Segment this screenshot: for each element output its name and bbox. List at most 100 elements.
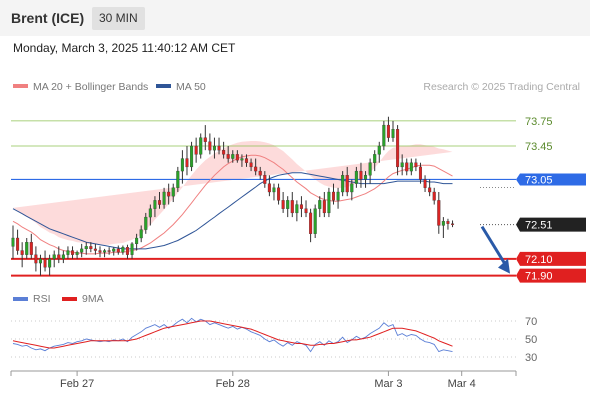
candle-body <box>176 170 180 188</box>
candle-body <box>290 200 294 214</box>
candle-body <box>418 166 423 180</box>
candle-body <box>153 200 157 209</box>
candle-body <box>157 200 162 205</box>
candle-body <box>98 250 102 253</box>
forecast-arrow <box>480 225 510 274</box>
rsi-ma9-line <box>12 320 453 349</box>
candle-body <box>327 191 331 214</box>
bollinger-band-area <box>13 141 453 245</box>
candle-body <box>75 252 79 255</box>
candle-body <box>167 191 171 197</box>
candle-body <box>254 166 258 172</box>
watermark: Research © 2025 Trading Central <box>423 81 580 93</box>
ma20-legend-swatch <box>13 84 28 88</box>
instrument-title: Brent (ICE) <box>11 10 85 26</box>
chart-header: Brent (ICE) 30 MIN <box>0 0 590 36</box>
candle-body <box>70 250 75 255</box>
candle-body <box>194 145 198 155</box>
candle-body <box>382 124 386 147</box>
candle-body <box>171 187 175 197</box>
candle-body <box>373 154 377 163</box>
candle-body <box>249 162 253 168</box>
candle-body <box>437 200 441 226</box>
candles <box>11 116 455 276</box>
candle-body <box>354 170 358 184</box>
forecast-arrow-shaft <box>480 225 508 267</box>
level-tag-71.90 <box>516 268 586 283</box>
level-tags: 73.75 73.45 73.05 72.10 71.90 72.51 <box>516 116 586 283</box>
candle-body <box>34 254 38 264</box>
candle-body <box>139 229 143 239</box>
candle-body <box>222 150 226 155</box>
candle-body <box>93 248 97 251</box>
main-legend: MA 20 + Bollinger Bands MA 50 Research ©… <box>13 81 580 93</box>
candle-body <box>57 254 61 260</box>
candle-body <box>281 200 285 209</box>
candle-body <box>386 124 390 138</box>
current-price-tag <box>516 217 586 232</box>
candle-body <box>103 250 107 253</box>
candle-body <box>277 187 281 201</box>
candle-body <box>144 216 148 230</box>
rsi-line <box>12 317 453 353</box>
candle-body <box>309 212 313 234</box>
forecast-arrow-head <box>498 258 510 274</box>
level-tag-text-71.90: 71.90 <box>525 271 553 283</box>
candle-body <box>80 248 84 253</box>
candle-body <box>48 258 52 268</box>
candle-body <box>446 221 450 224</box>
rsi-tick-70: 70 <box>525 316 537 328</box>
candle-body <box>89 246 93 250</box>
candle-body <box>263 175 267 184</box>
ma9-legend-label: 9MA <box>82 293 104 305</box>
candle-body <box>364 175 368 180</box>
candle-body <box>391 129 395 138</box>
candle-body <box>272 187 276 193</box>
timestamp-label: Monday, March 3, 2025 11:40:12 AM CET <box>13 41 236 55</box>
candle-body <box>66 250 70 255</box>
candle-body <box>38 258 42 264</box>
candle-body <box>130 243 134 255</box>
candle-body <box>148 208 152 218</box>
rsi-legend-swatch <box>13 297 28 301</box>
candle-body <box>190 145 194 168</box>
candle-body <box>11 237 15 247</box>
candle-body <box>322 200 326 214</box>
candle-body <box>107 250 111 252</box>
candle-body <box>116 248 120 253</box>
candle-body <box>400 162 404 168</box>
ma50-legend-swatch <box>156 84 171 88</box>
candle-body <box>432 191 436 201</box>
candle-body <box>318 200 322 209</box>
candle-body <box>199 137 203 155</box>
candle-body <box>29 242 33 255</box>
candle-body <box>336 191 340 201</box>
candle-body <box>359 170 363 180</box>
candle-body <box>43 258 47 268</box>
ma50-legend-label: MA 50 <box>176 81 206 93</box>
candle-body <box>345 175 349 193</box>
candle-body <box>451 223 455 225</box>
candle-body <box>258 170 262 176</box>
candle-body <box>240 158 244 161</box>
candle-body <box>208 141 212 151</box>
candle-body <box>428 187 432 193</box>
candle-body <box>331 191 336 201</box>
level-tag-text-72.10: 72.10 <box>525 254 553 266</box>
candle-body <box>180 158 184 172</box>
candle-body <box>61 254 65 260</box>
candle-body <box>235 154 239 161</box>
candle-body <box>299 204 303 209</box>
candle-body <box>135 237 139 245</box>
x-axis: Feb 27 Feb 28 Mar 3 Mar 4 <box>10 370 517 390</box>
level-label-73.75: 73.75 <box>525 116 553 128</box>
candle-body <box>368 162 372 176</box>
candle-body <box>409 162 413 172</box>
level-tag-text-73.05: 73.05 <box>525 174 553 186</box>
rsi-tick-30: 30 <box>525 352 537 364</box>
level-tag-73.05 <box>516 173 586 186</box>
candle-body <box>212 145 216 151</box>
current-price-text: 72.51 <box>525 220 553 232</box>
timeframe-badge[interactable]: 30 MIN <box>92 7 145 30</box>
